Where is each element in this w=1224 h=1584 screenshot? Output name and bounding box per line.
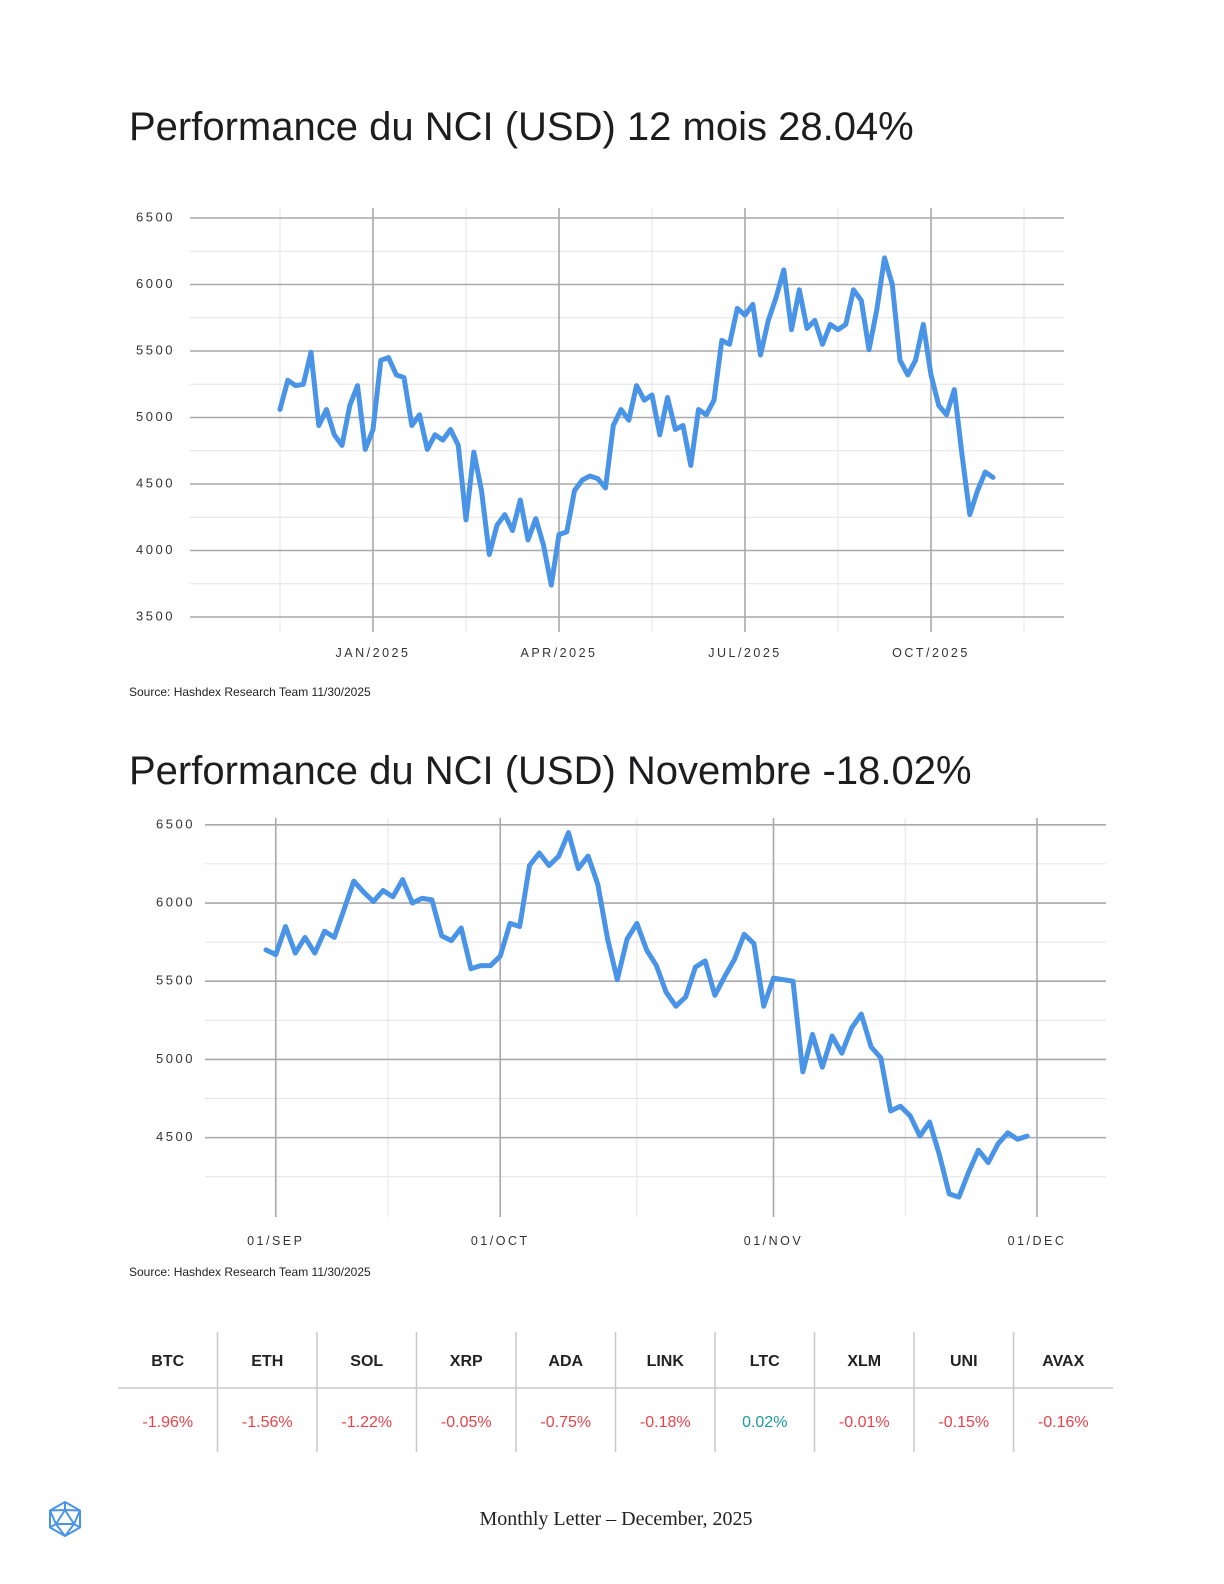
table-cell: -0.75% (540, 1414, 591, 1431)
table-header: XRP (450, 1353, 483, 1370)
nci-line (277, 255, 996, 588)
x-tick-label: JAN/2025 (336, 646, 411, 660)
x-tick-label: JUL/2025 (708, 646, 782, 660)
x-tick-label: 01/SEP (247, 1234, 304, 1248)
y-tick-label: 4500 (136, 475, 175, 490)
table-header: XLM (847, 1353, 881, 1370)
x-tick-label: APR/2025 (521, 646, 598, 660)
source-note: Source: Hashdex Research Team 11/30/2025 (129, 1265, 371, 1279)
y-tick-label: 4500 (156, 1129, 195, 1144)
y-tick-label: 4000 (136, 542, 175, 557)
x-tick-label: 01/OCT (471, 1234, 530, 1248)
x-tick-label: 01/DEC (1008, 1234, 1067, 1248)
table-cell: 0.02% (742, 1414, 787, 1431)
source-note: Source: Hashdex Research Team 11/30/2025 (129, 685, 371, 699)
y-tick-label: 5500 (156, 973, 195, 988)
performance-table: BTC -1.96% ETH -1.56% SOL -1.22% XRP -0.05% ADA -… (118, 1332, 1113, 1452)
x-tick-label: 01/NOV (744, 1234, 803, 1248)
table-cell: -0.16% (1038, 1414, 1089, 1431)
y-tick-label: 5000 (136, 409, 175, 424)
logo (49, 1501, 81, 1537)
x-tick-label: OCT/2025 (892, 646, 970, 660)
table-header: UNI (950, 1353, 978, 1370)
table-header: LTC (750, 1353, 780, 1370)
table-cell: -1.22% (341, 1414, 392, 1431)
table-cell: -1.56% (242, 1414, 293, 1431)
table-cell: -0.18% (640, 1414, 691, 1431)
table-header: LINK (647, 1353, 685, 1370)
table-header: ADA (548, 1353, 583, 1370)
chart: Performance du NCI (USD) 12 mois 28.04% S… (129, 105, 1064, 699)
y-tick-label: 5000 (156, 1051, 195, 1066)
table-cell: -1.96% (142, 1414, 193, 1431)
chart-title: Performance du NCI (USD) Novembre -18.02… (129, 749, 972, 793)
chart: Performance du NCI (USD) Novembre -18.02… (129, 749, 1106, 1279)
y-tick-label: 3500 (136, 608, 175, 623)
y-tick-label: 5500 (136, 342, 175, 357)
table-header: SOL (350, 1353, 383, 1370)
chart-title: Performance du NCI (USD) 12 mois 28.04% (129, 105, 914, 149)
table-header: ETH (251, 1353, 283, 1370)
table-cell: -0.05% (441, 1414, 492, 1431)
y-tick-label: 6500 (136, 209, 175, 224)
footer: Monthly Letter – December, 2025 (479, 1508, 752, 1530)
y-tick-label: 6000 (156, 894, 195, 909)
table-cell: -0.01% (839, 1414, 890, 1431)
nci-line (263, 830, 1030, 1200)
table-cell: -0.15% (938, 1414, 989, 1431)
table-header: AVAX (1042, 1353, 1084, 1370)
y-tick-label: 6000 (136, 276, 175, 291)
table-header: BTC (151, 1353, 184, 1370)
y-tick-label: 6500 (156, 816, 195, 831)
